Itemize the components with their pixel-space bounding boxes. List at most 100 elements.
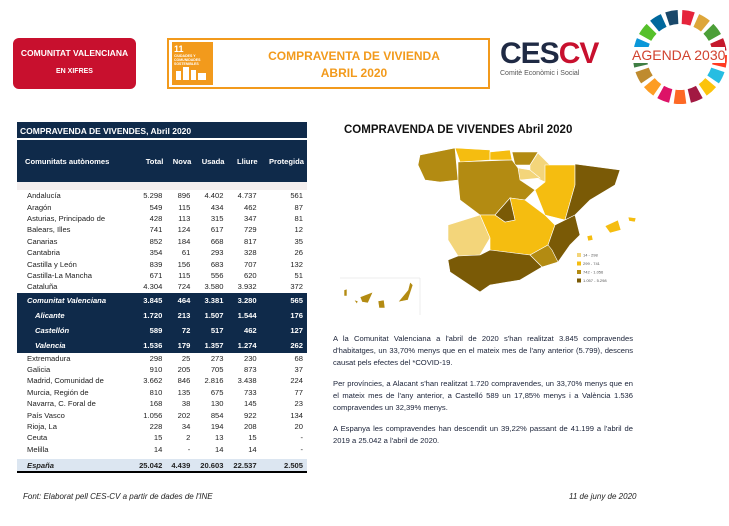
- cell-value: 135: [177, 387, 191, 397]
- table-caption: COMPRAVENDA DE VIVENDES, Abril 2020: [17, 122, 307, 140]
- cell-value: 20: [294, 422, 303, 432]
- cell-region: Navarra, C. Foral de: [27, 399, 96, 409]
- cell-value: 3.932: [237, 282, 257, 292]
- cell-value: 22.537: [227, 459, 261, 474]
- cell-value: 683: [210, 259, 224, 269]
- table-row: Castilla y León 839 156 683 707 132: [17, 258, 307, 269]
- cell-value: 26: [294, 248, 303, 258]
- cell-region: Comunitat Valenciana: [17, 292, 134, 308]
- sdg-text: CIUDADES Y COMUNIDADES SOSTENIBLES: [174, 54, 201, 66]
- cell-value: 184: [177, 236, 191, 246]
- sdg-wheel-segment: [698, 78, 717, 96]
- cell-region: Galicia: [27, 365, 51, 375]
- cell-region: Cantabria: [27, 248, 60, 258]
- cell-value: 34: [181, 422, 191, 432]
- cell-value: 910: [149, 365, 163, 375]
- cell-value: 2.505: [260, 459, 307, 474]
- paragraph-cv: A la Comunitat Valenciana a l'abril de 2…: [333, 334, 633, 367]
- cell-value: -: [300, 433, 303, 443]
- cell-value: 81: [294, 213, 303, 223]
- legend-swatch: [577, 278, 581, 283]
- cell-value: 20.603: [194, 459, 228, 474]
- cell-region: España: [17, 459, 134, 474]
- sdg-wheel-segment: [635, 67, 653, 84]
- table-row: Melilla 14 - 14 14 -: [17, 444, 307, 455]
- cell-value: 230: [243, 353, 257, 363]
- table-row: Castilla-La Mancha 671 115 556 620 51: [17, 270, 307, 281]
- cell-region: Canarias: [27, 236, 58, 246]
- cell-value: 372: [290, 282, 303, 292]
- legend-label: 14 - 298: [583, 253, 598, 258]
- sdg-wheel-segment: [639, 23, 657, 42]
- cell-value: 176: [260, 307, 307, 323]
- table-row: Madrid, Comunidad de 3.662 846 2.816 3.438 22…: [17, 375, 307, 386]
- cell-value: 87: [294, 202, 303, 212]
- cell-value: -: [187, 444, 191, 454]
- cell-region: Rioja, La: [27, 422, 57, 432]
- cell-value: 896: [177, 191, 191, 201]
- cell-region: Cataluña: [27, 282, 58, 292]
- cell-value: 213: [166, 307, 195, 323]
- table-row: Rioja, La 228 34 194 208 20: [17, 421, 307, 432]
- cell-value: 68: [294, 353, 303, 363]
- cell-value: 4.402: [204, 191, 224, 201]
- region-galicia: [417, 147, 459, 183]
- badge-title: COMUNITAT VALENCIANA: [20, 48, 129, 58]
- cell-value: 127: [260, 322, 307, 338]
- sdg-wheel-segment: [703, 23, 721, 42]
- cell-value: 228: [149, 422, 163, 432]
- cell-value: 1.536: [133, 337, 167, 353]
- cell-value: 145: [243, 399, 257, 409]
- legend-swatch: [577, 270, 581, 274]
- cell-value: 1.720: [133, 307, 167, 323]
- cell-value: 846: [177, 376, 191, 386]
- cell-value: 194: [210, 422, 224, 432]
- region-canarias-1: [343, 288, 348, 297]
- cell-value: 517: [194, 322, 228, 338]
- paragraph-provinces: Per províncies, a Alacant s'han realitza…: [333, 379, 633, 412]
- cell-region: Aragón: [27, 202, 52, 212]
- table-row: Andalucía 5.298 896 4.402 4.737 561: [17, 190, 307, 201]
- cell-value: 741: [149, 225, 163, 235]
- cescv-logo: CESCV Comitè Econòmic i Social: [500, 38, 599, 88]
- cell-value: 565: [260, 292, 307, 308]
- cell-value: 115: [178, 270, 191, 280]
- cell-value: 115: [178, 202, 191, 212]
- report-title-box: 11 CIUDADES Y COMUNIDADES SOSTENIBLES CO…: [167, 38, 490, 89]
- cell-region: Asturias, Principado de: [27, 213, 106, 223]
- spacer: [17, 182, 307, 190]
- cell-value: 134: [290, 410, 303, 420]
- cell-value: 4.304: [143, 282, 163, 292]
- table-row: Comunitat Valenciana 3.845 464 3.381 3.280 56…: [17, 292, 307, 308]
- sdg-wheel-segment: [687, 85, 703, 103]
- cell-region: Andalucía: [27, 191, 61, 201]
- region-ibiza: [586, 234, 594, 242]
- legend-label: 742 - 1.056: [583, 270, 604, 275]
- table-row: Navarra, C. Foral de 168 38 130 145 23: [17, 398, 307, 409]
- cell-value: 675: [210, 387, 224, 397]
- cell-region: Madrid, Comunidad de: [27, 376, 104, 386]
- table-row: Aragón 549 115 434 462 87: [17, 201, 307, 212]
- column-header: Lliure: [227, 140, 261, 182]
- column-header: Total: [133, 140, 167, 182]
- cell-region: Castilla y León: [27, 259, 77, 269]
- table-row: Cantabria 354 61 293 328 26: [17, 247, 307, 258]
- cell-value: 3.662: [143, 376, 163, 386]
- cell-value: 873: [243, 365, 257, 375]
- cell-value: 1.507: [194, 307, 228, 323]
- table-row: Canarias 852 184 668 817 35: [17, 236, 307, 247]
- sdg-wheel-segment: [707, 67, 725, 84]
- cell-value: 315: [210, 213, 224, 223]
- sdg-11-logo: 11 CIUDADES Y COMUNIDADES SOSTENIBLES: [172, 42, 213, 85]
- cell-value: 589: [133, 322, 167, 338]
- cell-value: 854: [210, 410, 224, 420]
- sdg-wheel-segment: [650, 14, 667, 32]
- cell-value: 4.439: [166, 459, 195, 474]
- cell-value: 810: [149, 387, 163, 397]
- cell-value: 202: [177, 410, 191, 420]
- region-cataluna: [564, 163, 621, 221]
- cell-value: 1.056: [143, 410, 163, 420]
- cell-value: 37: [294, 365, 303, 375]
- region-asturias: [454, 147, 491, 163]
- cell-region: Melilla: [27, 444, 49, 454]
